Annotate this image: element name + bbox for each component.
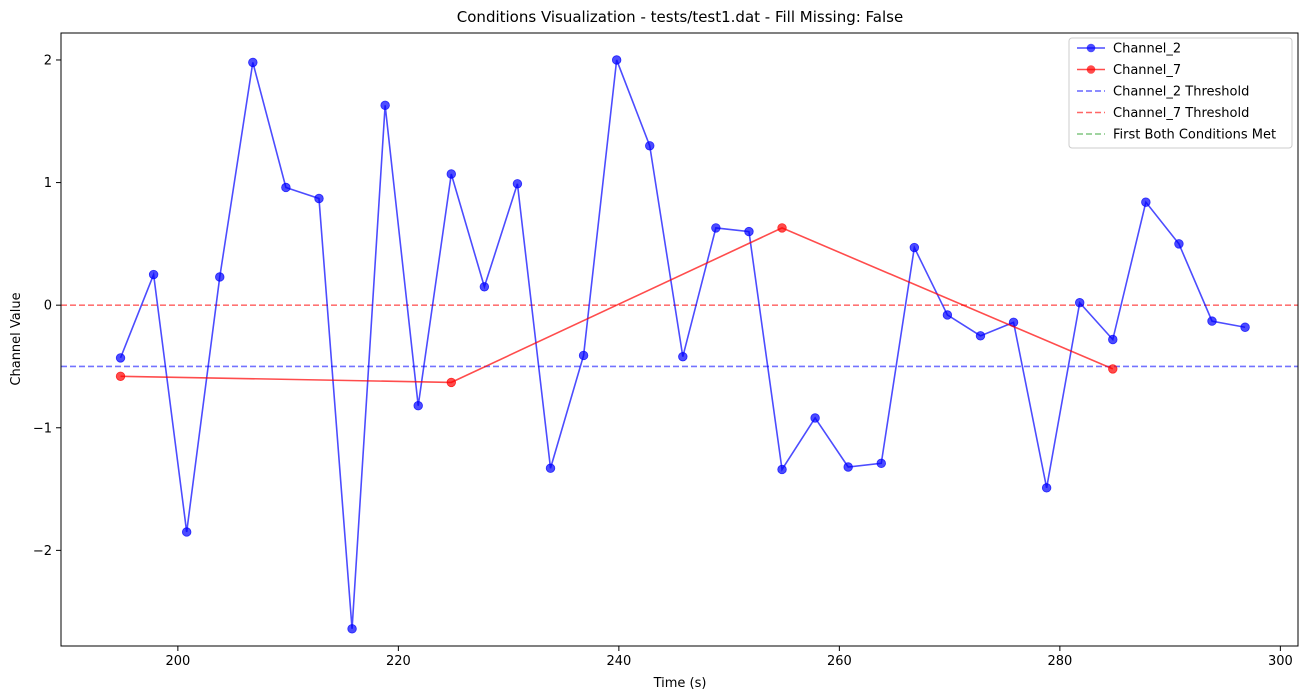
legend-label-channel-2-threshold: Channel_2 Threshold: [1113, 85, 1249, 100]
data-point-channel-2-7: [314, 193, 324, 204]
x-tick-label: 260: [827, 654, 852, 669]
x-axis-label: Time (s): [653, 676, 707, 691]
data-point-channel-2-10: [413, 401, 423, 411]
data-point-channel-2-4: [215, 272, 225, 282]
legend-label-channel-7-threshold: Channel_7 Threshold: [1113, 106, 1249, 121]
data-point-channel-2-33: [1174, 239, 1184, 249]
legend: Channel_2 Channel_7 Channel_2 Threshold Cha…: [1068, 37, 1293, 149]
data-point-channel-2-1: [115, 353, 126, 363]
data-point-channel-2-8: [347, 624, 357, 634]
data-point-channel-2-25: [909, 242, 920, 253]
y-tick-label: 1: [44, 176, 52, 191]
chart-title: Conditions Visualization - tests/test1.d…: [457, 8, 903, 26]
series-line-channel-7: [120, 227, 1114, 384]
plot-area: 200 220 240 260 280 300 −2 −1 0 1 2: [33, 32, 1299, 669]
legend-marker-channel-7: [1086, 65, 1096, 74]
data-point-channel-2-12: [479, 282, 490, 292]
data-point-channel-7-2: [446, 377, 456, 388]
data-point-channel-2-15: [578, 350, 589, 361]
data-point-channel-2-35: [1240, 322, 1250, 332]
x-tick-label: 280: [1047, 654, 1072, 669]
data-point-channel-2-6: [281, 182, 291, 193]
data-point-channel-7-1: [115, 371, 126, 381]
legend-label-channel-2: Channel_2: [1113, 42, 1181, 57]
x-tick-label: 220: [386, 654, 411, 669]
data-point-channel-2-23: [843, 462, 853, 472]
data-point-channel-2-34: [1207, 316, 1217, 326]
data-point-channel-2-31: [1108, 334, 1118, 345]
legend-marker-channel-2: [1086, 43, 1096, 53]
data-point-channel-7-3: [777, 223, 787, 233]
data-point-channel-2-11: [446, 169, 456, 179]
legend-label-first-both-conditions-met: First Both Conditions Met: [1113, 128, 1276, 143]
y-tick-label: 2: [44, 53, 52, 68]
data-point-channel-2-21: [777, 464, 787, 475]
data-point-channel-2-29: [1041, 483, 1052, 493]
data-point-channel-2-20: [744, 226, 754, 237]
x-tick-label: 200: [165, 654, 190, 669]
y-axis-label: Channel Value: [9, 292, 24, 385]
data-point-channel-2-24: [876, 458, 886, 469]
data-point-channel-2-32: [1141, 197, 1151, 207]
data-point-channel-2-16: [611, 55, 622, 65]
data-point-channel-2-22: [810, 413, 820, 423]
data-point-channel-2-13: [512, 179, 523, 189]
x-tick-label: 300: [1268, 654, 1293, 669]
y-tick-label: −2: [33, 544, 52, 559]
data-point-channel-2-30: [1075, 298, 1085, 308]
y-tick-label: −1: [33, 421, 52, 436]
data-point-channel-2-18: [678, 351, 688, 362]
data-point-channel-2-14: [545, 463, 556, 473]
legend-box: [1068, 37, 1293, 149]
x-tick-label: 240: [606, 654, 631, 669]
data-point-channel-7-4: [1108, 364, 1118, 374]
data-point-channel-2-3: [181, 527, 192, 537]
data-point-channel-2-5: [248, 57, 258, 68]
data-point-channel-2-17: [645, 141, 655, 151]
data-point-channel-2-27: [975, 331, 986, 341]
data-point-channel-2-2: [148, 269, 159, 280]
data-point-channel-2-26: [942, 310, 953, 320]
y-tick-label: 0: [44, 299, 52, 314]
legend-label-channel-7: Channel_7: [1113, 63, 1181, 78]
data-point-channel-2-19: [711, 223, 721, 233]
data-point-channel-2-9: [380, 100, 390, 111]
plot-frame: [60, 32, 1299, 647]
